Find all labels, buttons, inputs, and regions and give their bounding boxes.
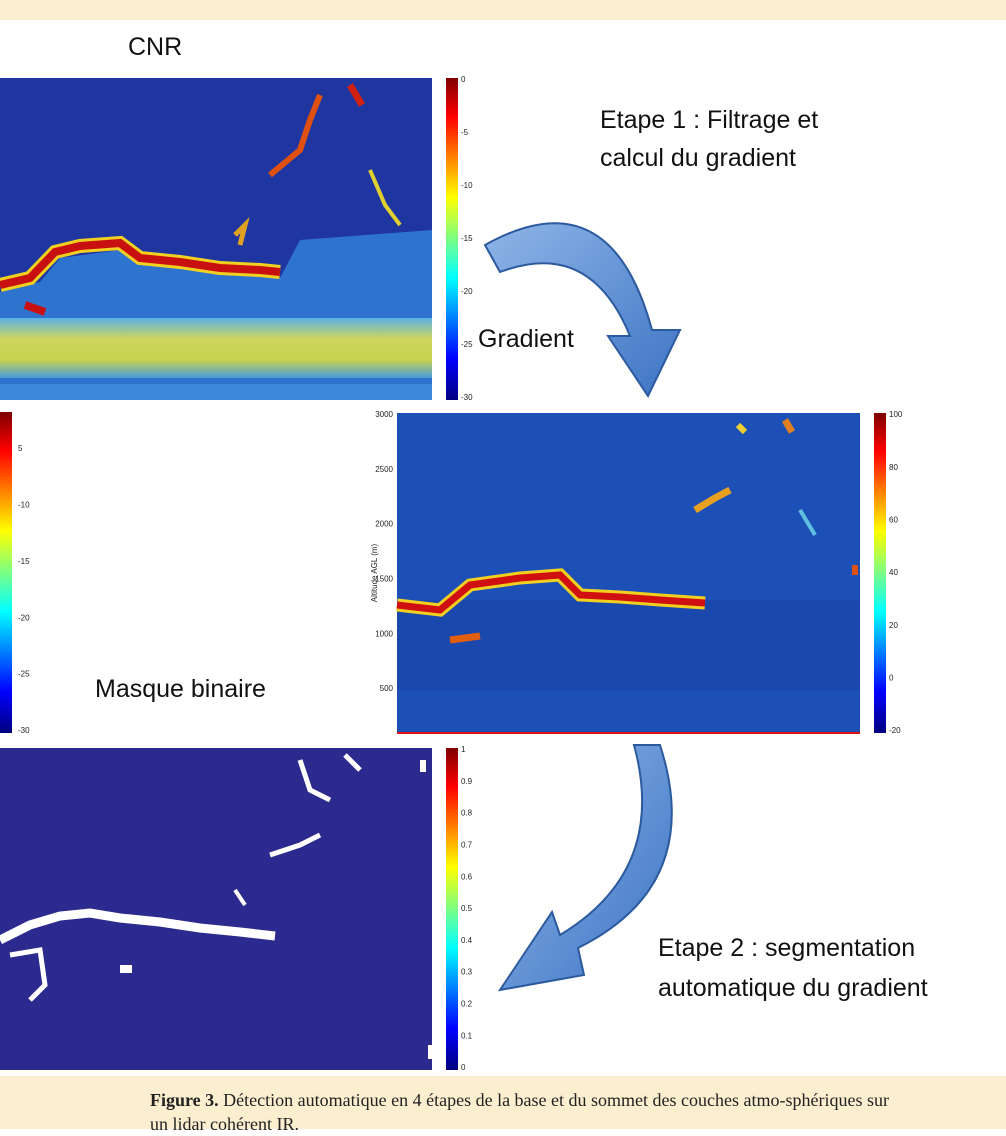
tick-label: 0.4 [461,936,473,945]
tick-label: 1000 [375,629,393,638]
step-text: automatique du gradient [658,974,928,1002]
tick-label: 0.2 [461,1000,473,1009]
tick-label: -15 [461,234,473,243]
caption-text: Figure 3. Détection automatique en 4 éta… [150,1088,890,1136]
step-text: calcul du gradient [600,144,796,172]
y-axis-label: Altitude AGL (m) [370,543,379,602]
tick-label: -30 [18,726,30,735]
tick-label: 60 [889,515,898,524]
tick-label: -25 [18,670,30,679]
tick-label: 3000 [375,410,393,419]
tick-label: 0.7 [461,841,473,850]
tick-label: 1 [461,745,466,754]
tick-label: 0.9 [461,777,473,786]
mask-heatmap [0,748,434,1070]
tick-label: 0.6 [461,872,473,881]
figure: CNR Gradient Masque binaire Etape 1 : Fi… [0,33,928,1072]
caption-label: Figure 3. [150,1090,219,1110]
panel-title: Masque binaire [95,675,266,703]
tick-label: 20 [889,621,898,630]
tick-label: -10 [461,181,473,190]
tick-label: 80 [889,463,898,472]
tick-label: 0 [889,673,894,682]
cnr-colorbar [446,78,458,400]
tick-label: -30 [461,393,473,402]
tick-label: 40 [889,568,898,577]
cnr-heatmap [0,78,432,400]
tick-label: -20 [461,287,473,296]
tick-label: 0.8 [461,809,473,818]
tick-label: 0 [461,75,466,84]
gradient-colorbar [874,413,886,733]
arrow-step-1 [483,222,682,399]
tick-label: -20 [889,726,901,735]
mask-colorbar [446,748,458,1070]
tick-label: 5 [18,444,23,453]
caption-body: Détection automatique en 4 étapes de la … [150,1090,889,1134]
tick-label: 0.5 [461,904,473,913]
tick-label: -20 [18,613,30,622]
tick-label: 0.3 [461,968,473,977]
step-text: Etape 1 : Filtrage et [600,106,818,134]
tick-label: 2000 [375,520,393,529]
tick-label: 100 [889,410,903,419]
tick-label: 500 [380,684,394,693]
step-text: Etape 2 : segmentation [658,934,915,962]
tick-label: -15 [18,557,30,566]
tick-label: 1500 [375,575,393,584]
gradient-heatmap [396,413,860,734]
tick-label: 2500 [375,465,393,474]
arrow-step-2 [497,744,673,992]
top-band [0,0,1006,20]
tick-label: -10 [18,501,30,510]
cnr-copy-colorbar [0,412,12,733]
tick-label: -25 [461,340,473,349]
caption: Figure 3. Détection automatique en 4 éta… [0,1076,1006,1134]
tick-label: 0 [461,1063,466,1072]
panel-title: CNR [128,33,182,61]
tick-label: 0.1 [461,1031,473,1040]
tick-label: -5 [461,128,469,137]
tick-labels: 0 -5 -10 -15 -20 -25 -30 5 -10 -15 -20 -25 -30 3000 25… [18,75,903,1072]
panel-title: Gradient [478,325,574,353]
